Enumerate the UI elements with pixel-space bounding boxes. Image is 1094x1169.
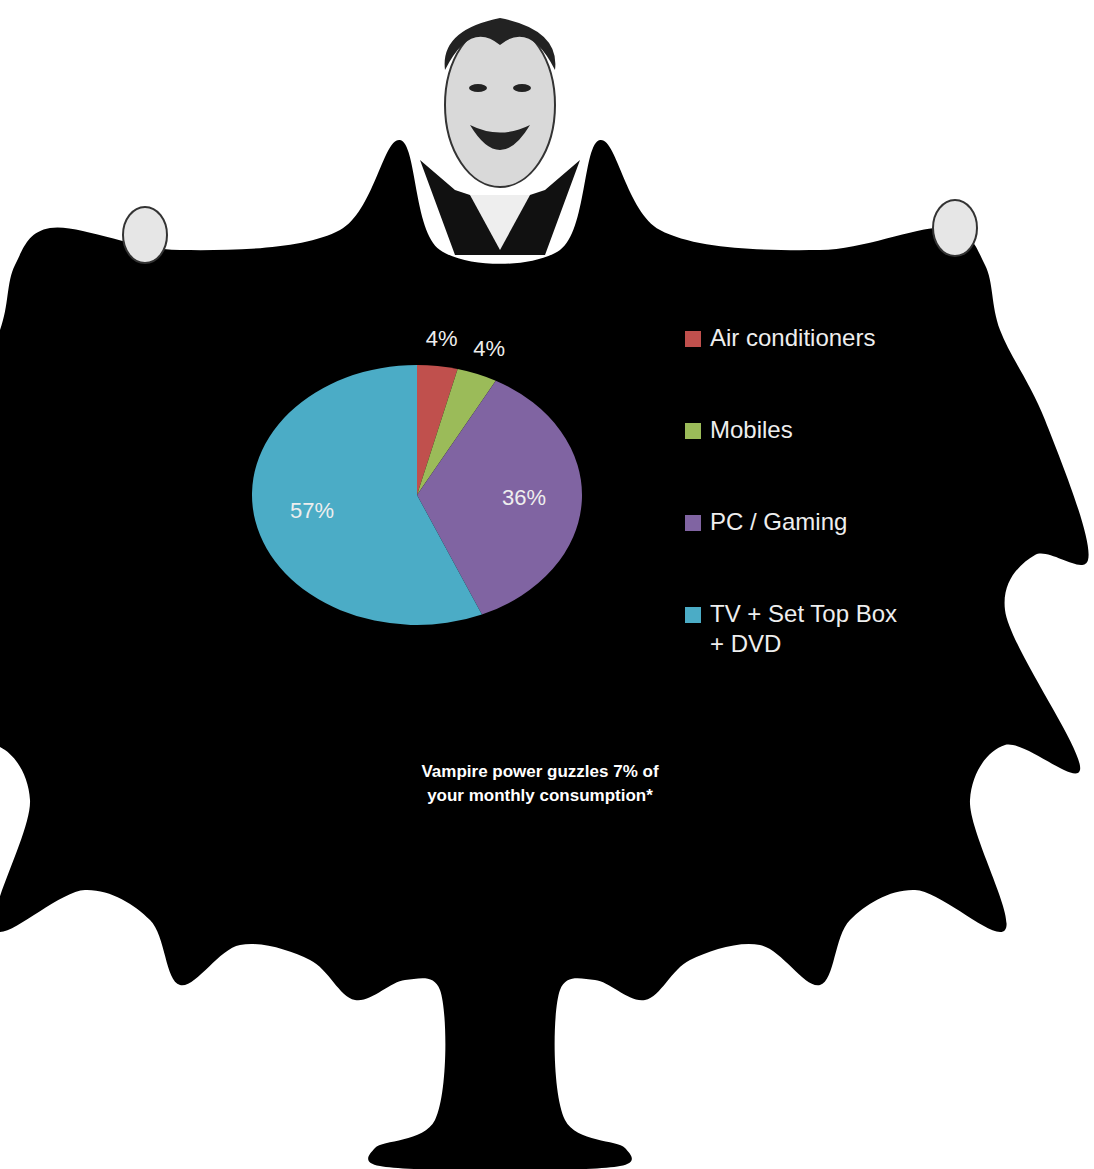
- legend-swatch: [685, 607, 701, 623]
- legend-label: PC / Gaming: [710, 508, 847, 535]
- page: 4% 4% 36% 57% Air conditioners Mobiles PC / Ga…: [0, 0, 1094, 1169]
- vampire-hand: [933, 200, 977, 256]
- legend-item: TV + Set Top Box+ DVD: [685, 600, 897, 657]
- vampire-cape: [0, 140, 1089, 1169]
- pie-slice: [252, 365, 482, 625]
- vampire-eye: [513, 84, 531, 92]
- data-label: 4%: [473, 336, 505, 361]
- legend-swatch: [685, 331, 701, 347]
- vampire-hair: [445, 18, 556, 70]
- pie: [252, 365, 582, 625]
- vampire-shirt: [470, 195, 530, 250]
- data-label: 36%: [502, 485, 546, 510]
- legend-item: PC / Gaming: [685, 508, 847, 535]
- vampire-eye: [469, 84, 487, 92]
- legend-swatch: [685, 423, 701, 439]
- legend-label: Air conditioners: [710, 324, 875, 351]
- vampire-head: [445, 23, 555, 187]
- vampire-hand: [123, 207, 167, 263]
- legend-item: Mobiles: [685, 416, 793, 443]
- vampire-mouth: [470, 125, 530, 150]
- data-label: 57%: [290, 498, 334, 523]
- legend-label: TV + Set Top Box+ DVD: [710, 600, 897, 657]
- legend-swatch: [685, 515, 701, 531]
- legend-item: Air conditioners: [685, 324, 875, 351]
- legend-label: Mobiles: [710, 416, 793, 443]
- data-label: 4%: [426, 326, 458, 351]
- annotation: Vampire power guzzles 7% ofyour monthly …: [421, 762, 658, 805]
